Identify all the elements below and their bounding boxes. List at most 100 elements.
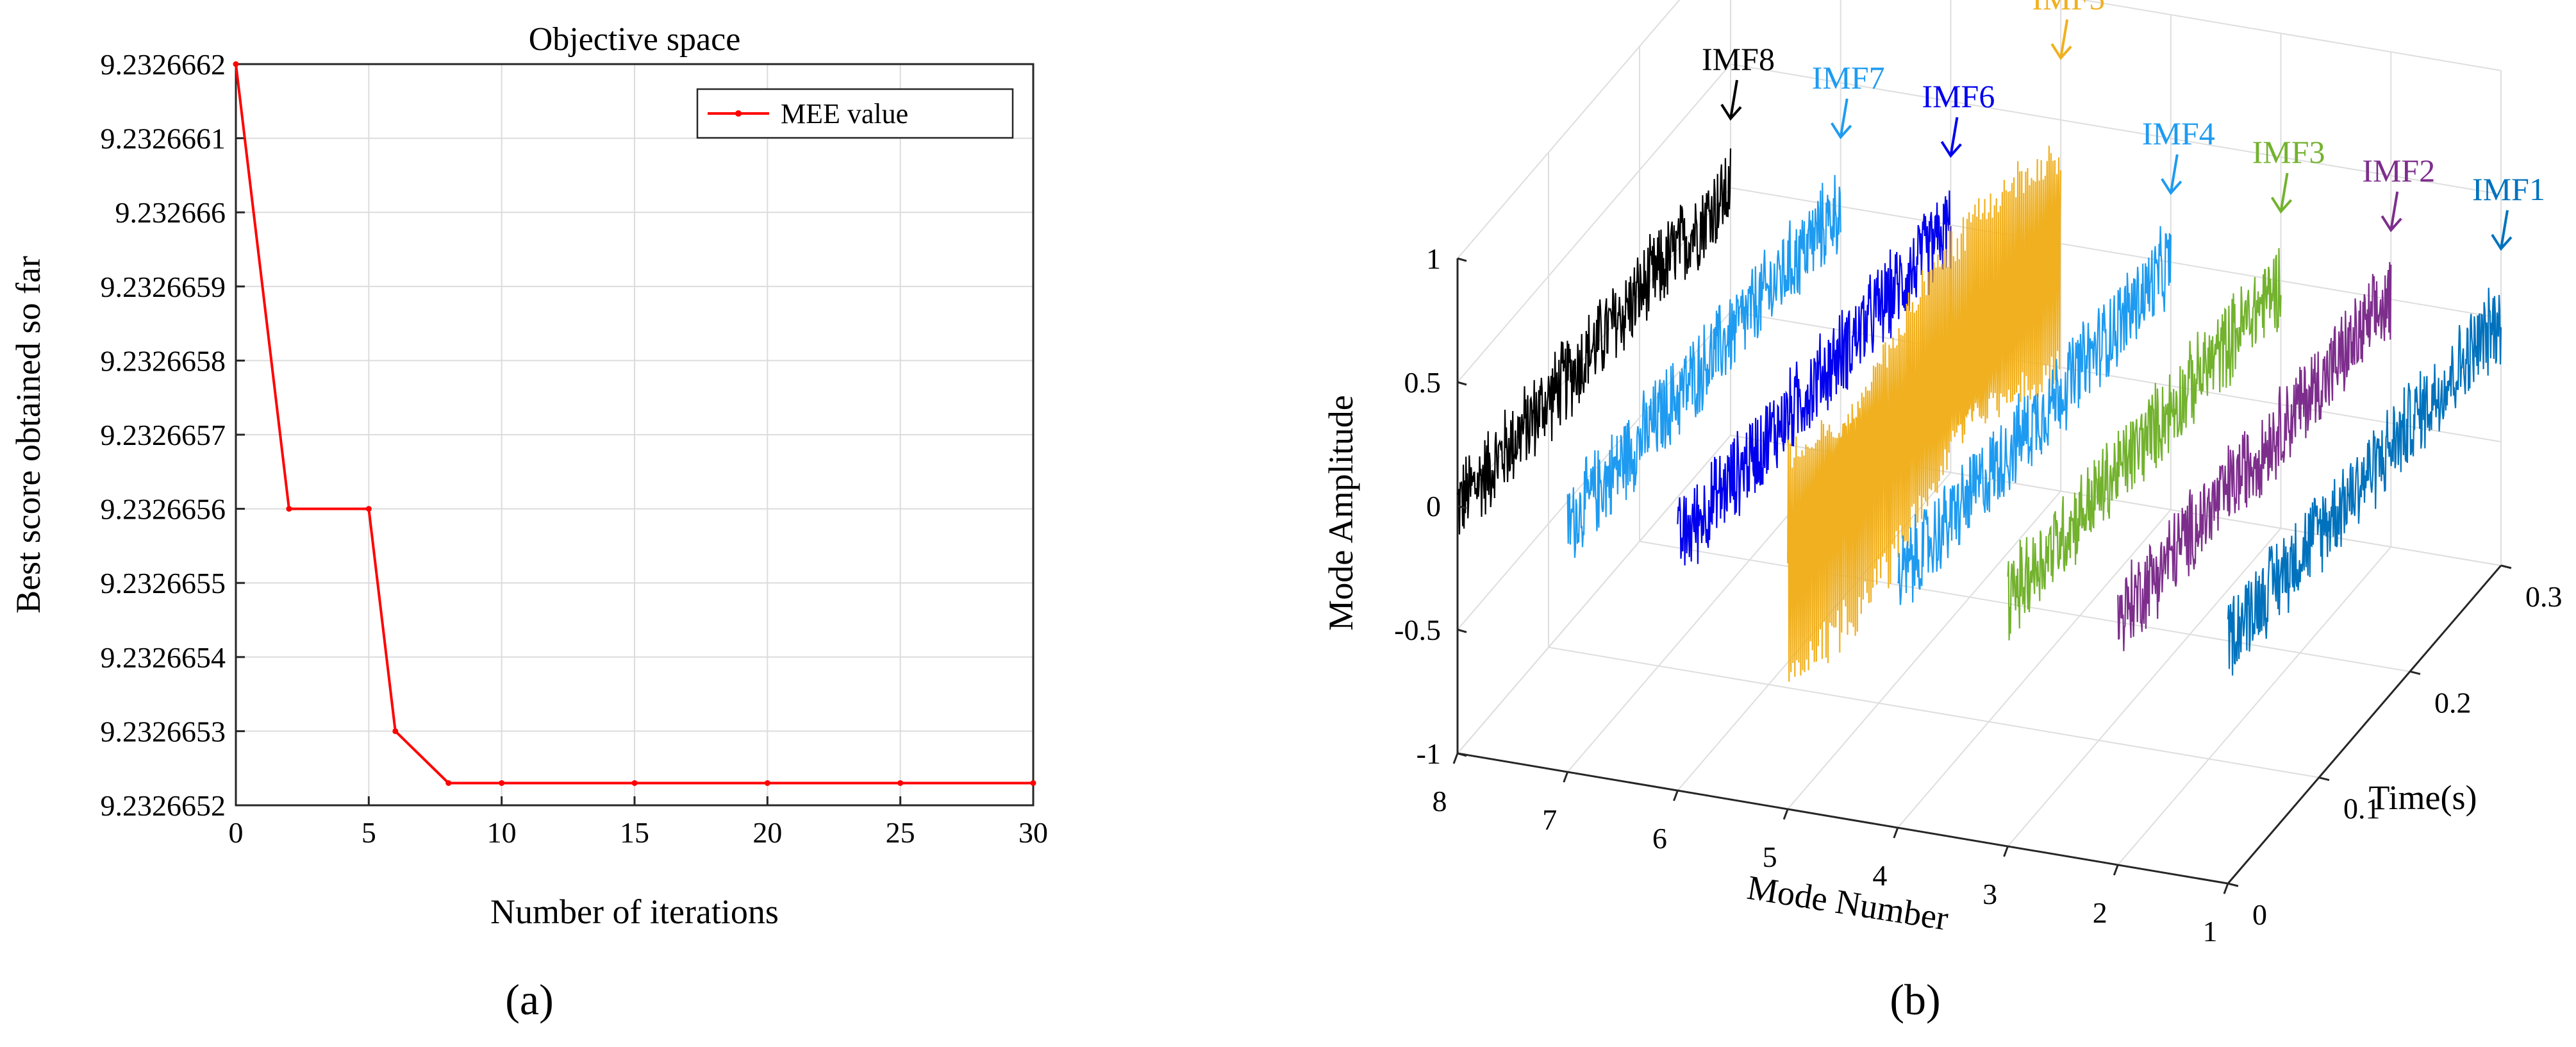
chart-a-data-point bbox=[445, 780, 452, 786]
chart-b-ticks: 1 0.5 0 -0.5 -1 8 7 6 5 4 3 2 1 0 0.1 0.2 0.3 bbox=[1394, 242, 2562, 948]
chart-a-legend-label: MEE value bbox=[781, 98, 908, 130]
chart-b-z-tick-mark bbox=[1457, 381, 1467, 386]
chart-a-data-point bbox=[764, 780, 770, 786]
chart-b-x-tick-mark bbox=[2113, 864, 2119, 876]
chart-b-z-tick-label: 0 bbox=[1426, 490, 1441, 523]
chart-b-label-imf2: IMF2 bbox=[2362, 153, 2435, 188]
chart-b-x-tick-label: 3 bbox=[1982, 878, 1997, 910]
chart-b-x-tick-label: 2 bbox=[2093, 896, 2107, 929]
chart-b-floor-gridline bbox=[2007, 528, 2282, 847]
chart-b-y-axis-label: Time(s) bbox=[2368, 778, 2477, 817]
chart-b-arrow-imf4 bbox=[2161, 154, 2182, 196]
chart-a-data-point bbox=[631, 780, 638, 786]
chart-b-x-tick-mark bbox=[2223, 883, 2229, 894]
chart-a-x-tick-label: 5 bbox=[361, 816, 376, 849]
chart-b-arrow-imf6 bbox=[1940, 117, 1962, 158]
chart-b-side-gridline bbox=[1457, 63, 1731, 383]
chart-b-series-imf4 bbox=[1897, 226, 2172, 605]
chart-b-grid bbox=[1457, 0, 2502, 884]
chart-a-x-ticks: 0 5 10 15 20 25 30 bbox=[229, 796, 1048, 849]
chart-b-arrow-imf8 bbox=[1720, 80, 1742, 121]
chart-b-x-tick-label: 8 bbox=[1433, 785, 1447, 817]
chart-a-series-line bbox=[235, 63, 1033, 785]
chart-b-y-tick-mark bbox=[2409, 670, 2421, 675]
chart-b-x-tick-mark bbox=[1782, 808, 1789, 820]
chart-b-label-imf8: IMF8 bbox=[1702, 41, 1775, 77]
chart-b-y-tick-label: 0.3 bbox=[2525, 580, 2563, 613]
chart-a-y-tick-label: 9.2326657 bbox=[101, 419, 226, 451]
chart-b-y-tick-label: 0 bbox=[2252, 898, 2267, 931]
chart-b-x-axis-line bbox=[1457, 752, 2229, 885]
chart-b-floor-gridline bbox=[2117, 546, 2392, 866]
chart-b-arrow-imf2 bbox=[2381, 191, 2402, 233]
chart-b-z-tick-label: 0.5 bbox=[1404, 366, 1442, 399]
chart-b-floor-gridline bbox=[1457, 435, 1731, 754]
chart-a-x-tick-label: 30 bbox=[1018, 816, 1048, 849]
chart-b-label-imf6: IMF6 bbox=[1922, 78, 1995, 114]
chart-b-z-axis-label: Mode Amplitude bbox=[1322, 395, 1360, 630]
chart-a-x-tick-label: 20 bbox=[752, 816, 782, 849]
chart-b-x-tick-label: 7 bbox=[1542, 803, 1557, 836]
chart-b-y-tick-mark bbox=[2318, 776, 2330, 782]
chart-b-series-imf5 bbox=[1787, 146, 2062, 682]
chart-b-side-gridline bbox=[1457, 0, 1681, 259]
chart-b-floor-gridline bbox=[1548, 646, 2320, 778]
chart-a-y-tick-label: 9.2326661 bbox=[101, 122, 226, 155]
chart-a-title: Objective space bbox=[529, 21, 741, 58]
chart-a-y-axis-label: Best score obtained so far bbox=[9, 256, 47, 614]
chart-b-series-imf2 bbox=[2117, 262, 2392, 651]
panel-b-label: (b) bbox=[1890, 975, 1940, 1024]
chart-a-legend: MEE value bbox=[696, 88, 1014, 139]
chart-a-y-tick-label: 9.2326659 bbox=[101, 271, 226, 303]
chart-b-z-tick-label: -0.5 bbox=[1394, 614, 1441, 646]
chart-a-y-tick-label: 9.2326658 bbox=[101, 344, 226, 377]
chart-b-x-axis-label: Mode Number bbox=[1745, 868, 1951, 938]
chart-b-z-tick-mark bbox=[1457, 628, 1467, 633]
chart-b-arrow-imf5 bbox=[2050, 19, 2072, 60]
chart-a-data-point bbox=[286, 506, 292, 512]
chart-a-x-tick-label: 25 bbox=[886, 816, 915, 849]
chart-b-z-tick-label: 1 bbox=[1426, 242, 1441, 275]
chart-b-y-tick-label: 0.1 bbox=[2343, 792, 2381, 825]
chart-b-arrow-imf3 bbox=[2270, 172, 2293, 214]
chart-b-series-imf3 bbox=[2007, 247, 2282, 641]
chart-a-x-tick-label: 15 bbox=[620, 816, 649, 849]
chart-a-y-tick-label: 9.2326652 bbox=[101, 789, 226, 822]
chart-b-floor-gridline bbox=[1897, 509, 2172, 828]
chart-b-series-imf1 bbox=[2227, 287, 2502, 676]
chart-b-label-imf3: IMF3 bbox=[2252, 134, 2325, 170]
chart-b-x-tick-mark bbox=[2003, 846, 2009, 857]
chart-a: 0 5 10 15 20 25 30 9.2326652 9.2326653 9.2326654… bbox=[9, 21, 1048, 1024]
chart-b-z-tick-mark bbox=[1457, 505, 1467, 510]
chart-a-x-tick-label: 10 bbox=[487, 816, 517, 849]
chart-b-back-gridline bbox=[2079, 0, 2502, 71]
chart-a-series bbox=[233, 61, 1036, 786]
chart-b-x-tick-mark bbox=[1563, 771, 1569, 783]
chart-a-y-tick-label: 9.2326654 bbox=[101, 641, 226, 674]
chart-a-data-point bbox=[1030, 780, 1036, 786]
chart-b-series-imf8 bbox=[1456, 148, 1732, 535]
chart-b-series-imf6 bbox=[1677, 190, 1952, 565]
chart-a-data-point bbox=[233, 61, 239, 67]
chart-a-legend-marker bbox=[735, 110, 742, 117]
chart-b-x-tick-mark bbox=[1452, 753, 1459, 764]
chart-a-grid bbox=[235, 63, 1034, 806]
chart-b-y-tick-label: 0.2 bbox=[2434, 686, 2472, 719]
chart-a-data-point bbox=[392, 728, 399, 734]
chart-a-x-axis-label: Number of iterations bbox=[490, 892, 779, 931]
chart-a-data-point bbox=[897, 780, 904, 786]
chart-b-z-tick-mark bbox=[1457, 752, 1467, 757]
chart-b-y-tick-mark bbox=[2500, 564, 2512, 569]
chart-a-y-tick-label: 9.232666 bbox=[115, 196, 226, 229]
chart-b-y-tick-mark bbox=[2227, 882, 2239, 887]
chart-b-series bbox=[1456, 146, 2502, 682]
chart-a-x-tick-label: 0 bbox=[229, 816, 244, 849]
chart-b-label-imf5: IMF5 bbox=[2032, 0, 2105, 17]
chart-a-data-point bbox=[365, 506, 372, 512]
chart-b-arrow-imf7 bbox=[1831, 98, 1852, 140]
chart-a-data-point bbox=[499, 780, 505, 786]
panel-a-label: (a) bbox=[505, 975, 553, 1024]
chart-b-label-imf1: IMF1 bbox=[2472, 171, 2545, 207]
chart-b-x-tick-mark bbox=[1673, 790, 1679, 801]
